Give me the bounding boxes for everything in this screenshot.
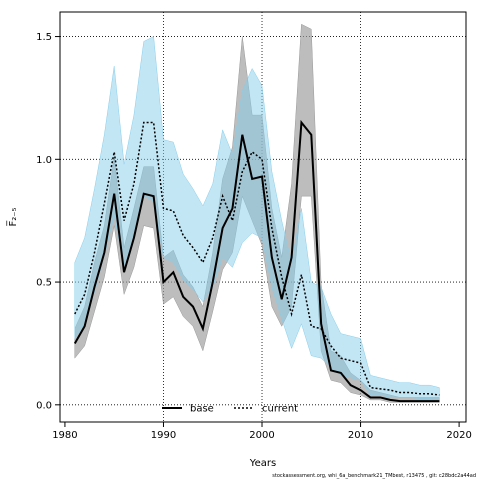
plot-frame	[59, 11, 467, 423]
x-tick-label: 2000	[249, 430, 274, 441]
band-current	[74, 36, 440, 401]
footer-credit: stockassessment.org, whi_6a_benchmark21_…	[272, 473, 476, 479]
legend-label-current: current	[262, 404, 298, 415]
y-axis-title: F̅₂₋₅	[6, 207, 19, 226]
y-tick-label: 1.5	[36, 32, 52, 43]
x-tick-label: 2020	[446, 430, 471, 441]
x-tick-label: 1980	[52, 430, 77, 441]
x-tick-label: 1990	[151, 430, 176, 441]
x-axis-title: Years	[249, 458, 276, 469]
y-axis: 0.0 0.5 1.0 1.5	[36, 32, 60, 411]
series-line-current	[74, 121, 440, 396]
legend-label-base: base	[190, 404, 214, 415]
confidence-bands	[74, 23, 440, 403]
series-lines	[73, 119, 440, 403]
y-tick-label: 0.5	[36, 278, 52, 289]
series-line-base	[73, 119, 440, 403]
y-tick-label: 1.0	[36, 155, 52, 166]
y-tick-label: 0.0	[36, 400, 52, 411]
x-axis: 1980 1990 2000 2010 2020	[52, 422, 472, 441]
legend: base current	[162, 404, 298, 415]
x-tick-label: 2010	[348, 430, 373, 441]
